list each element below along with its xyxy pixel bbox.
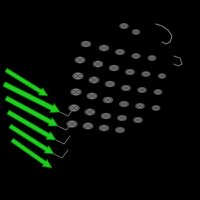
Ellipse shape [121, 85, 131, 91]
Ellipse shape [117, 115, 127, 121]
Ellipse shape [99, 45, 109, 51]
Ellipse shape [125, 69, 135, 75]
Ellipse shape [73, 73, 83, 79]
Ellipse shape [132, 29, 140, 35]
Ellipse shape [132, 53, 140, 59]
Ellipse shape [103, 97, 113, 103]
Polygon shape [5, 96, 58, 126]
Ellipse shape [71, 89, 81, 95]
Ellipse shape [135, 103, 145, 109]
Ellipse shape [137, 87, 147, 93]
Polygon shape [9, 124, 54, 154]
Ellipse shape [69, 105, 79, 111]
Ellipse shape [133, 117, 143, 123]
Ellipse shape [85, 109, 95, 115]
Ellipse shape [142, 71, 150, 77]
Ellipse shape [109, 65, 119, 71]
Ellipse shape [158, 74, 166, 78]
Ellipse shape [93, 61, 103, 67]
Ellipse shape [148, 55, 156, 61]
Ellipse shape [83, 123, 93, 129]
Ellipse shape [119, 101, 129, 107]
Polygon shape [7, 110, 56, 140]
Polygon shape [3, 82, 60, 113]
Ellipse shape [154, 89, 162, 95]
Ellipse shape [99, 125, 109, 131]
Ellipse shape [89, 77, 99, 83]
Ellipse shape [120, 23, 128, 29]
Ellipse shape [75, 57, 85, 63]
Ellipse shape [81, 41, 91, 47]
Ellipse shape [87, 93, 97, 99]
Ellipse shape [105, 81, 115, 87]
Polygon shape [5, 68, 48, 96]
Ellipse shape [101, 113, 111, 119]
Polygon shape [11, 138, 52, 168]
Ellipse shape [67, 121, 77, 127]
Ellipse shape [152, 105, 160, 111]
Ellipse shape [115, 127, 125, 133]
Ellipse shape [115, 49, 125, 55]
